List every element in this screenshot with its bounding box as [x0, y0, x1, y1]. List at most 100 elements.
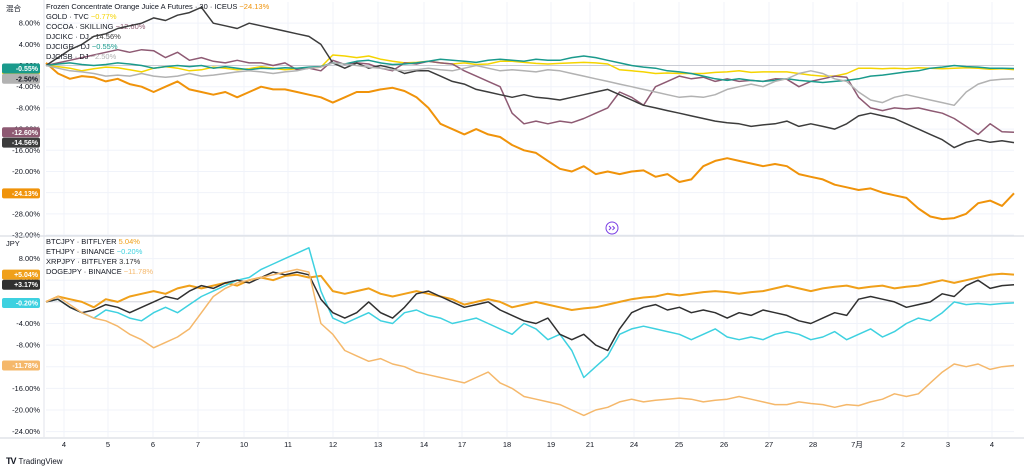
- x-tick-label: 21: [586, 440, 594, 449]
- value-badge-text: +5.04%: [14, 272, 39, 279]
- y-tick-label: 8.00%: [19, 254, 41, 263]
- tradingview-wordmark: TradingView: [18, 456, 63, 466]
- x-tick-label: 27: [765, 440, 773, 449]
- value-badge: -0.20%: [2, 297, 40, 308]
- legend-change: −0.20%: [117, 247, 143, 256]
- legend-name: DJCIGR · DJ: [46, 42, 92, 51]
- x-tick-label: 3: [946, 440, 950, 449]
- tradingview-logo: TV: [6, 456, 16, 466]
- series-line[interactable]: [45, 247, 1015, 379]
- legend-name: DJCISB · DJ: [46, 52, 91, 61]
- legend-change: −2.50%: [91, 52, 117, 61]
- y-tick-label: -32.00%: [12, 231, 40, 240]
- series-line[interactable]: [45, 62, 1015, 107]
- value-badge: +3.17%: [2, 279, 40, 290]
- value-badge-bg: [2, 127, 40, 138]
- x-tick-label: 13: [374, 440, 382, 449]
- legend-change: −14.56%: [91, 32, 121, 41]
- value-badge-bg: [2, 269, 40, 280]
- axis-unit-label[interactable]: 混合: [6, 3, 21, 13]
- legend-name: ETHJPY · BINANCE: [46, 247, 117, 256]
- legend-name: DOGEJPY · BINANCE: [46, 267, 124, 276]
- x-tick-label: 18: [503, 440, 511, 449]
- series-line[interactable]: [45, 62, 1015, 221]
- legend-change: 5.04%: [119, 237, 141, 246]
- x-tick-label: 17: [458, 440, 466, 449]
- legend-entry[interactable]: ETHJPY · BINANCE −0.20%: [46, 247, 143, 256]
- legend-name: COCOA · SKILLING: [46, 22, 116, 31]
- x-tick-label: 12: [329, 440, 337, 449]
- value-badge-bg: [2, 188, 40, 199]
- legend-change: −12.60%: [116, 22, 146, 31]
- x-tick-label: 4: [62, 440, 66, 449]
- scroll-arrows-icon[interactable]: [605, 221, 619, 235]
- y-tick-label: -8.00%: [16, 341, 40, 350]
- value-badge-text: -2.50%: [16, 76, 39, 83]
- legend-name: GOLD · TVC: [46, 12, 91, 21]
- legend-name: XRPJPY · BITFLYER: [46, 257, 119, 266]
- legend-entry[interactable]: DOGEJPY · BINANCE −11.78%: [46, 267, 153, 276]
- legend-entry[interactable]: DJCISB · DJ −2.50%: [46, 52, 117, 61]
- legend-entry[interactable]: XRPJPY · BITFLYER 3.17%: [46, 257, 141, 266]
- value-badge-text: -0.20%: [16, 300, 39, 307]
- value-badge-text: -0.55%: [16, 66, 39, 73]
- y-tick-label: -4.00%: [16, 82, 40, 91]
- x-tick-label: 19: [547, 440, 555, 449]
- legend-change: −24.13%: [239, 2, 269, 11]
- series-line[interactable]: [45, 268, 1015, 417]
- legend-entry[interactable]: GOLD · TVC −0.77%: [46, 12, 117, 21]
- x-tick-label: 5: [106, 440, 110, 449]
- axis-unit-label[interactable]: JPY: [6, 239, 20, 248]
- x-tick-label: 6: [151, 440, 155, 449]
- legend-entry[interactable]: BTCJPY · BITFLYER 5.04%: [46, 237, 140, 246]
- legend-change: −0.77%: [91, 12, 117, 21]
- legend-entry[interactable]: DJCIGR · DJ −0.55%: [46, 42, 118, 51]
- legend-name: BTCJPY · BITFLYER: [46, 237, 119, 246]
- scroll-button-glyph: [608, 225, 616, 231]
- y-tick-label: -16.00%: [12, 384, 40, 393]
- value-badge: -11.78%: [2, 360, 40, 371]
- y-tick-label: -16.00%: [12, 146, 40, 155]
- legend-entry[interactable]: Frozen Concentrate Orange Juice A Future…: [46, 2, 270, 11]
- legend-name: Frozen Concentrate Orange Juice A Future…: [46, 2, 239, 11]
- legend-entry[interactable]: DJCIKC · DJ −14.56%: [46, 32, 121, 41]
- x-tick-label: 2: [901, 440, 905, 449]
- pane-2: 8.00%4.00%0.00%-4.00%-8.00%-12.00%-16.00…: [0, 237, 1024, 439]
- series-line[interactable]: [45, 54, 1015, 77]
- y-tick-label: 4.00%: [19, 40, 41, 49]
- value-badge: +5.04%: [2, 269, 40, 280]
- value-badge-bg: [2, 279, 40, 290]
- value-badge-text: -12.60%: [12, 130, 39, 137]
- series-line[interactable]: [45, 55, 1015, 84]
- y-tick-label: -8.00%: [16, 103, 40, 112]
- value-badge-text: -14.56%: [12, 140, 39, 147]
- series-line[interactable]: [45, 6, 1015, 149]
- x-tick-label: 11: [284, 440, 292, 449]
- value-badge-bg: [2, 63, 40, 74]
- legend-entry[interactable]: COCOA · SKILLING −12.60%: [46, 22, 146, 31]
- value-badge-text: +3.17%: [14, 282, 39, 289]
- y-tick-label: -24.00%: [12, 427, 40, 436]
- tradingview-brand[interactable]: TV TradingView: [6, 456, 63, 466]
- y-tick-label: -28.00%: [12, 209, 40, 218]
- x-tick-label: 14: [420, 440, 428, 449]
- legend-change: −11.78%: [124, 267, 154, 276]
- y-tick-label: -20.00%: [12, 167, 40, 176]
- x-tick-label: 10: [240, 440, 248, 449]
- value-badge-bg: [2, 297, 40, 308]
- x-tick-label: 28: [809, 440, 817, 449]
- scroll-button-circle[interactable]: [605, 221, 619, 235]
- value-badge-bg: [2, 360, 40, 371]
- legend-change: 3.17%: [119, 257, 141, 266]
- value-badge: -14.56%: [2, 137, 40, 148]
- x-tick-label: 4: [990, 440, 994, 449]
- x-tick-label: 26: [720, 440, 728, 449]
- value-badge-bg: [2, 137, 40, 148]
- x-tick-label: 7: [196, 440, 200, 449]
- x-tick-label: 24: [630, 440, 638, 449]
- value-badge-text: -11.78%: [12, 363, 38, 370]
- value-badge: -24.13%: [2, 188, 40, 199]
- series-line[interactable]: [45, 271, 1015, 352]
- value-badge-text: -24.13%: [12, 191, 39, 198]
